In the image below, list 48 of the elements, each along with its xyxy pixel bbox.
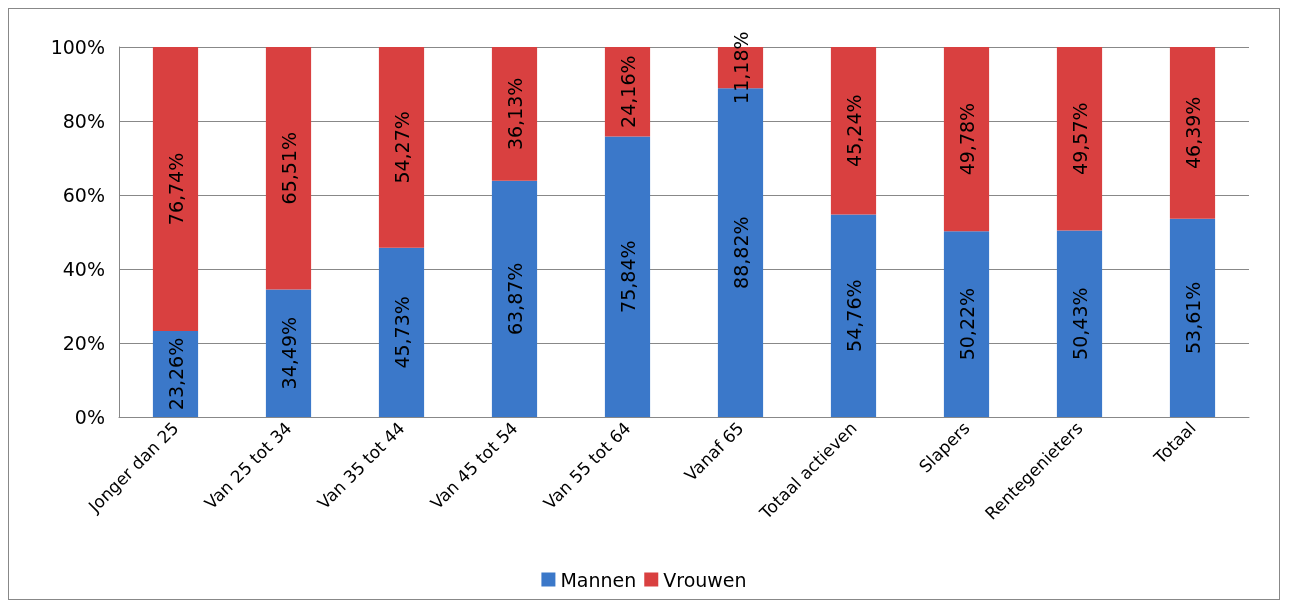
bar: [830, 214, 877, 417]
bar: [943, 47, 990, 232]
bar: [265, 289, 312, 417]
bar: [604, 136, 651, 417]
y-tick-label: 80%: [62, 110, 105, 132]
data-label: 49,78%: [955, 102, 978, 176]
x-tick-label: Van 35 tot 44: [313, 417, 409, 514]
data-label: 65,51%: [277, 131, 300, 205]
legend-label: Vrouwen: [663, 568, 747, 591]
bar: [830, 47, 877, 215]
y-tick-label: 0%: [74, 406, 105, 428]
bar: [1056, 230, 1103, 417]
data-label: 36,13%: [503, 77, 526, 151]
bar: [491, 180, 538, 417]
data-label: 49,57%: [1068, 102, 1091, 175]
data-label: 45,24%: [842, 94, 865, 167]
data-label: 63,87%: [503, 262, 526, 336]
x-tick-label: Van 25 tot 34: [200, 417, 296, 514]
bar: [378, 247, 425, 417]
legend-label: Mannen: [560, 568, 637, 591]
bar: [943, 231, 990, 417]
data-label: 50,43%: [1068, 287, 1091, 360]
data-label: 46,39%: [1181, 96, 1204, 170]
data-label: 75,84%: [616, 240, 639, 313]
data-label: 11,18%: [729, 31, 752, 104]
y-tick-label: 20%: [62, 332, 105, 354]
data-label: 76,74%: [164, 152, 187, 226]
bar: [1169, 218, 1216, 417]
bar: [265, 47, 312, 290]
x-tick-label: Van 45 tot 54: [426, 417, 522, 514]
bar: [491, 47, 538, 181]
bar: [378, 47, 425, 248]
y-tick-label: 60%: [62, 184, 105, 206]
data-label: 34,49%: [277, 316, 300, 390]
bar: [152, 47, 199, 331]
y-tick-label: 100%: [50, 36, 105, 58]
data-label: 23,26%: [164, 337, 187, 411]
bar: [1056, 47, 1103, 231]
x-tick-label: Van 55 tot 64: [539, 417, 635, 514]
data-label: 53,61%: [1181, 281, 1204, 355]
data-label: 24,16%: [616, 55, 639, 128]
data-label: 50,22%: [955, 287, 978, 361]
y-tick-label: 40%: [62, 258, 105, 280]
bar: [1169, 47, 1216, 219]
data-label: 54,27%: [390, 111, 413, 184]
data-label: 45,73%: [390, 296, 413, 369]
data-label: 54,76%: [842, 279, 865, 352]
data-label: 88,82%: [729, 216, 752, 289]
